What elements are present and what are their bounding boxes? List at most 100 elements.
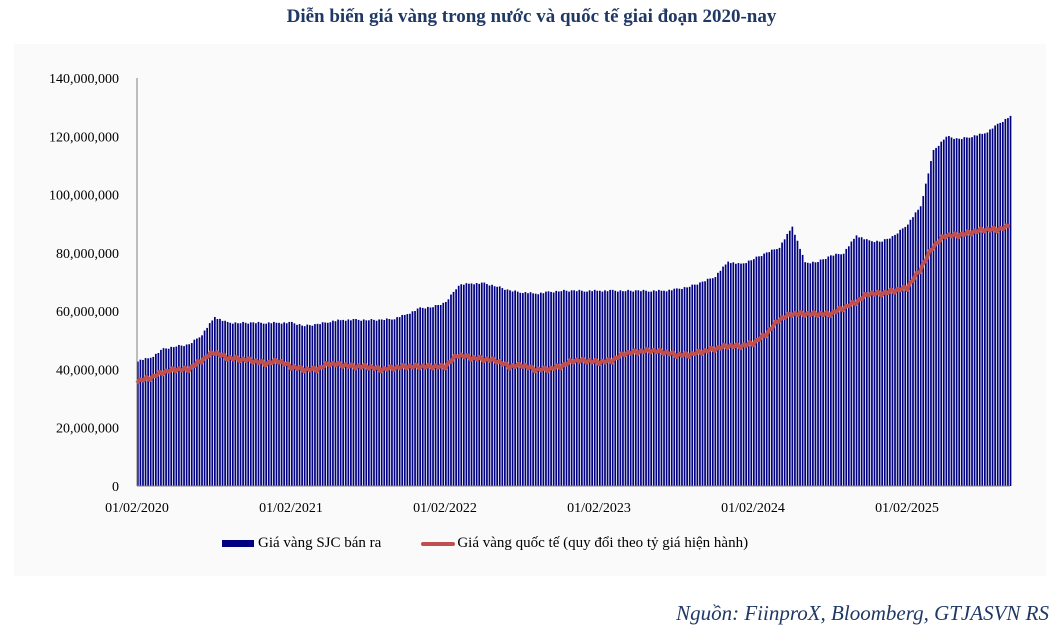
- sjc-bar: [257, 321, 260, 486]
- sjc-bar: [165, 348, 167, 486]
- sjc-bar: [460, 284, 463, 486]
- sjc-bar: [360, 320, 362, 486]
- sjc-bar: [948, 135, 950, 487]
- sjc-bar: [858, 237, 860, 486]
- sjc-bar: [208, 323, 211, 486]
- sjc-bar: [819, 259, 822, 486]
- sjc-bar: [401, 314, 404, 486]
- sjc-bar: [586, 291, 588, 486]
- sjc-bar: [622, 291, 624, 486]
- sjc-bar: [539, 292, 542, 486]
- sjc-bar: [732, 262, 735, 486]
- sjc-bar: [1001, 122, 1004, 486]
- x-tick-label: 01/02/2022: [413, 501, 477, 516]
- sjc-bar: [565, 290, 568, 486]
- sjc-bar: [817, 262, 819, 486]
- sjc-bar: [201, 335, 203, 486]
- sjc-bar: [665, 291, 668, 486]
- chart-title: Diễn biến giá vàng trong nước và quốc tế…: [286, 6, 777, 27]
- sjc-bar: [773, 249, 776, 486]
- sjc-bar: [478, 283, 481, 486]
- sjc-bar: [267, 322, 270, 486]
- sjc-bar: [421, 307, 424, 486]
- sjc-bar: [437, 305, 439, 486]
- sjc-bar: [175, 346, 178, 486]
- sjc-bar: [188, 344, 191, 486]
- sjc-bar: [365, 320, 368, 486]
- sjc-bar: [547, 291, 550, 486]
- sjc-bar: [308, 325, 311, 486]
- sjc-bar: [534, 293, 537, 486]
- sjc-bar: [398, 317, 401, 486]
- sjc-bar: [137, 361, 139, 486]
- sjc-bar: [609, 289, 611, 486]
- sjc-bar: [465, 283, 468, 486]
- sjc-bar: [260, 322, 262, 486]
- sjc-bar: [462, 284, 465, 486]
- sjc-bar: [755, 256, 758, 486]
- sjc-bar: [496, 286, 499, 486]
- sjc-bar: [647, 291, 650, 486]
- sjc-bar: [522, 293, 524, 486]
- sjc-bar: [1009, 115, 1012, 486]
- sjc-bar: [342, 319, 345, 486]
- sjc-bar: [152, 356, 155, 486]
- sjc-bar: [855, 235, 858, 486]
- sjc-bar: [770, 249, 773, 486]
- sjc-bar: [337, 319, 339, 486]
- sjc-bar: [480, 282, 483, 486]
- sjc-bar: [778, 247, 781, 486]
- sjc-bar: [570, 290, 573, 486]
- sjc-bar: [144, 358, 147, 486]
- sjc-bar: [170, 346, 173, 486]
- y-tick-label: 20,000,000: [56, 422, 119, 437]
- sjc-bar: [896, 233, 899, 486]
- sjc-bar: [439, 305, 442, 486]
- y-tick-label: 40,000,000: [56, 363, 119, 378]
- sjc-bar: [234, 322, 237, 486]
- sjc-bar: [370, 319, 373, 486]
- sjc-bar: [917, 209, 919, 487]
- sjc-bar: [801, 254, 804, 486]
- sjc-bar: [373, 319, 375, 486]
- sjc-bar: [593, 289, 596, 486]
- sjc-bar: [273, 321, 275, 486]
- sjc-bar: [239, 323, 242, 486]
- sjc-bar: [355, 319, 357, 486]
- sjc-bar: [514, 290, 516, 486]
- sjc-bar: [550, 291, 552, 486]
- sjc-bar: [904, 226, 907, 487]
- sjc-bar: [524, 292, 527, 486]
- sjc-bar: [853, 238, 855, 486]
- sjc-bar: [265, 323, 268, 486]
- sjc-bar: [573, 290, 576, 486]
- sjc-bar: [375, 320, 378, 486]
- sjc-bar: [314, 324, 316, 486]
- sjc-bar: [894, 234, 896, 486]
- sjc-bar: [498, 286, 501, 486]
- sjc-bar: [604, 290, 606, 486]
- sjc-bar: [555, 290, 558, 486]
- sjc-bar: [255, 323, 257, 486]
- sjc-bar: [211, 320, 214, 486]
- sjc-bar: [999, 122, 1002, 486]
- sjc-bar: [506, 289, 509, 486]
- x-tick-label: 01/02/2021: [259, 501, 323, 516]
- sjc-bar: [332, 320, 334, 486]
- sjc-bar: [840, 254, 842, 486]
- sjc-bar: [527, 293, 529, 486]
- sjc-bar: [385, 318, 388, 486]
- sjc-bar: [711, 278, 714, 486]
- sjc-bar: [291, 321, 293, 486]
- sjc-bar: [270, 323, 273, 486]
- sjc-bar: [907, 224, 909, 486]
- sjc-bar: [473, 284, 475, 486]
- sjc-bar: [167, 348, 170, 486]
- sjc-bar: [501, 288, 504, 486]
- sjc-bar: [658, 289, 660, 486]
- sjc-bar: [634, 290, 637, 486]
- y-tick-label: 100,000,000: [49, 189, 119, 204]
- sjc-bar: [601, 291, 604, 486]
- sjc-bar: [545, 291, 547, 486]
- sjc-bar: [614, 290, 617, 486]
